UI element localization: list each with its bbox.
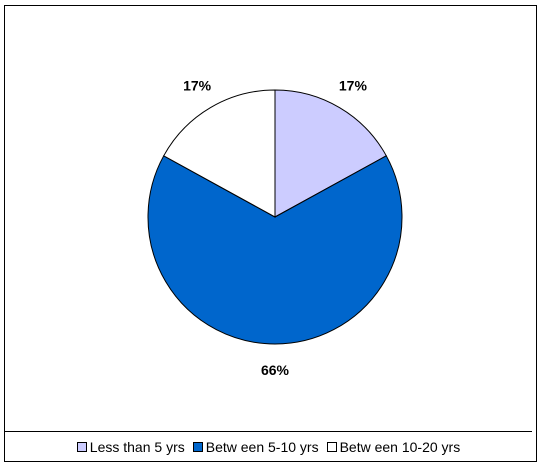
- data-label-1: 17%: [339, 77, 368, 93]
- pie-slice-2: [147, 155, 403, 345]
- pie-slice-3: [163, 89, 276, 218]
- legend-swatch: [326, 442, 337, 452]
- legend-swatch: [192, 442, 203, 452]
- data-label-2: 66%: [261, 362, 290, 378]
- legend-swatch: [76, 442, 87, 452]
- legend-label: Betw een 10-20 yrs: [339, 439, 461, 455]
- legend-label: Betw een 5-10 yrs: [205, 439, 319, 455]
- legend-item-2: Betw een 5-10 yrs: [192, 439, 319, 455]
- pie-slice-1: [274, 89, 387, 218]
- legend-item-3: Betw een 10-20 yrs: [326, 439, 461, 455]
- legend-item-1: Less than 5 yrs: [76, 439, 185, 455]
- legend-label: Less than 5 yrs: [89, 439, 185, 455]
- chart-legend: Less than 5 yrs Betw een 5-10 yrs Betw een…: [5, 431, 532, 462]
- data-label-3: 17%: [183, 77, 212, 93]
